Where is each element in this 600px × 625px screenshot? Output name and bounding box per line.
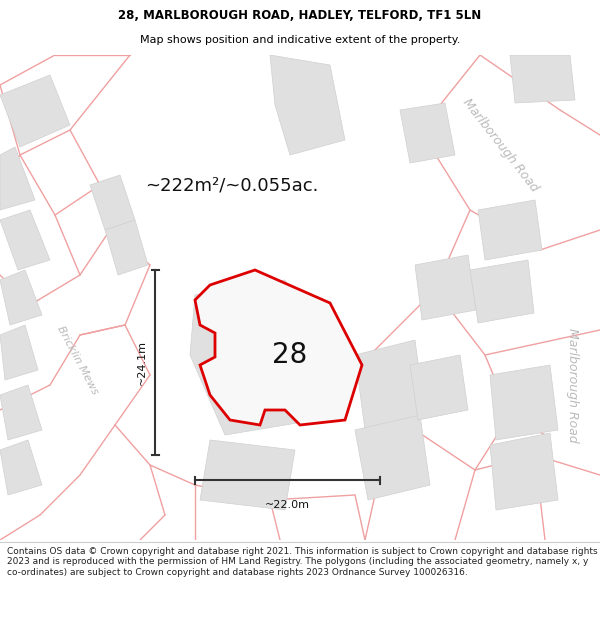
Polygon shape bbox=[355, 415, 430, 500]
Polygon shape bbox=[0, 270, 42, 325]
Text: ~222m²/~0.055ac.: ~222m²/~0.055ac. bbox=[145, 176, 319, 194]
Polygon shape bbox=[190, 280, 330, 435]
Text: 28, MARLBOROUGH ROAD, HADLEY, TELFORD, TF1 5LN: 28, MARLBOROUGH ROAD, HADLEY, TELFORD, T… bbox=[118, 9, 482, 22]
Polygon shape bbox=[0, 325, 38, 380]
Polygon shape bbox=[400, 103, 455, 163]
Polygon shape bbox=[195, 270, 362, 425]
Text: Map shows position and indicative extent of the property.: Map shows position and indicative extent… bbox=[140, 34, 460, 44]
Polygon shape bbox=[105, 220, 148, 275]
Polygon shape bbox=[510, 55, 575, 103]
Text: Marlborough Road: Marlborough Road bbox=[566, 328, 578, 442]
Polygon shape bbox=[490, 365, 558, 440]
Text: 28: 28 bbox=[272, 341, 308, 369]
Polygon shape bbox=[0, 75, 70, 147]
Text: Bricklin Mews: Bricklin Mews bbox=[56, 324, 100, 396]
Polygon shape bbox=[355, 340, 425, 430]
Polygon shape bbox=[415, 255, 476, 320]
Polygon shape bbox=[0, 210, 50, 270]
Polygon shape bbox=[478, 200, 542, 260]
Polygon shape bbox=[90, 175, 135, 230]
Polygon shape bbox=[470, 260, 534, 323]
Text: ~22.0m: ~22.0m bbox=[265, 500, 310, 510]
Polygon shape bbox=[200, 440, 295, 510]
Polygon shape bbox=[0, 440, 42, 495]
Polygon shape bbox=[490, 433, 558, 510]
Polygon shape bbox=[0, 385, 42, 440]
Text: Contains OS data © Crown copyright and database right 2021. This information is : Contains OS data © Crown copyright and d… bbox=[7, 547, 598, 577]
Text: Marlborough Road: Marlborough Road bbox=[460, 96, 541, 194]
Text: ~24.1m: ~24.1m bbox=[137, 340, 147, 385]
Polygon shape bbox=[410, 355, 468, 420]
Polygon shape bbox=[0, 147, 35, 210]
Polygon shape bbox=[270, 55, 345, 155]
